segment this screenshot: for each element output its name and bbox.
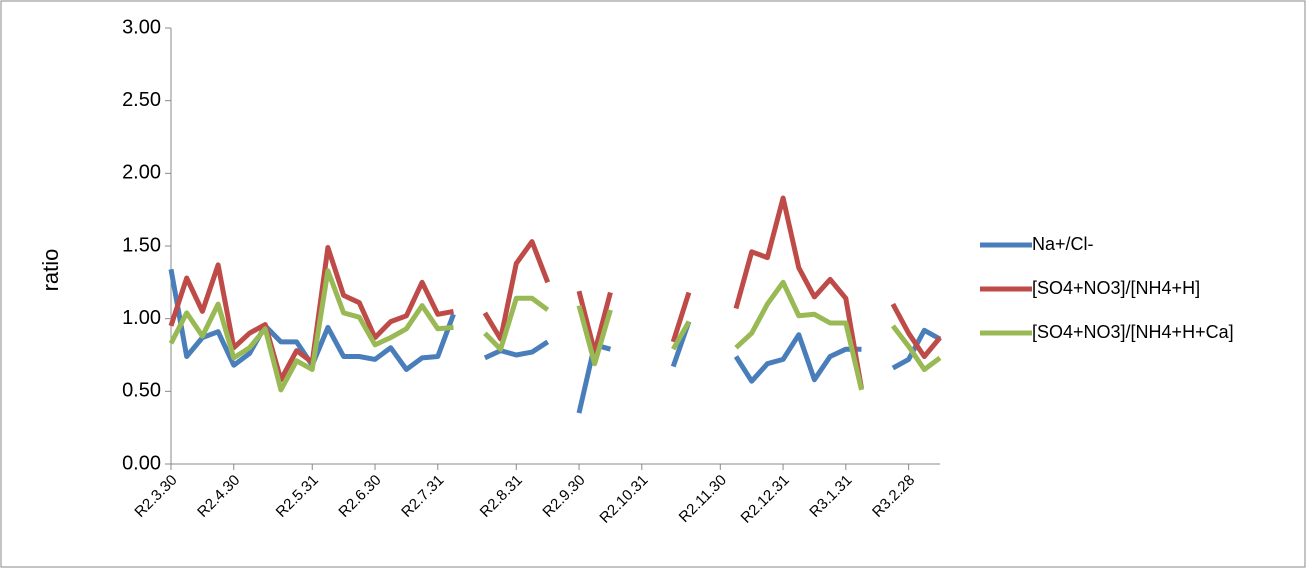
y-tick-label: 0.00: [122, 452, 161, 474]
legend-label: [SO4+NO3]/[NH4+H]: [1032, 278, 1200, 298]
y-tick-label: 0.50: [122, 380, 161, 402]
legend-label: Na+/Cl-: [1032, 234, 1094, 254]
series-line: [168, 268, 942, 393]
y-tick-label: 2.50: [122, 89, 161, 111]
y-axis-label: ratio: [38, 249, 63, 292]
y-tick-label: 1.00: [122, 307, 161, 329]
y-tick-label: 3.00: [122, 16, 161, 38]
y-tick-label: 2.00: [122, 162, 161, 184]
legend-label: [SO4+NO3]/[NH4+H+Ca]: [1032, 322, 1234, 342]
y-tick-label: 1.50: [122, 234, 161, 256]
